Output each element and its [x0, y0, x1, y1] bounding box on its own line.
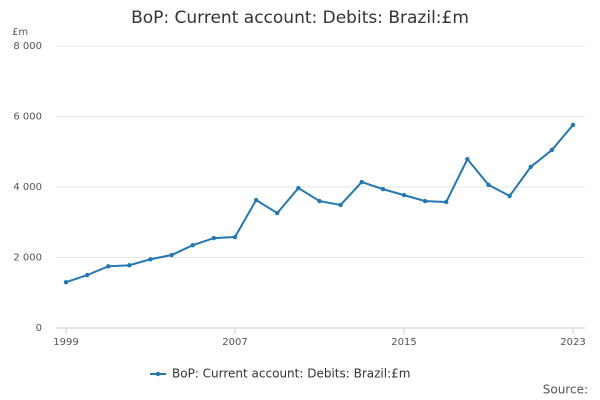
point: [63, 279, 69, 285]
point: [106, 264, 111, 269]
point: [528, 164, 533, 170]
point: [275, 210, 280, 216]
point: [507, 193, 512, 199]
point: [296, 185, 301, 191]
y-tick-label: 6 000: [13, 112, 42, 123]
point: [127, 263, 132, 268]
y-tick-label: 2 000: [13, 253, 42, 264]
point: [84, 272, 90, 278]
x-tick-label: 2007: [222, 337, 247, 348]
legend-label: BoP: Current account: Debits: Brazil:£m: [172, 367, 410, 381]
source: Source:: [543, 383, 588, 397]
point: [169, 252, 174, 258]
x-tick-label: 1999: [53, 337, 78, 348]
point: [253, 197, 259, 203]
point: [422, 198, 428, 204]
point: [465, 156, 470, 162]
y-tick-label: 4 000: [13, 182, 42, 193]
point: [444, 199, 449, 205]
y-axis-label: £m: [12, 27, 28, 38]
point: [232, 234, 238, 240]
x-tick-label: 2023: [560, 337, 585, 348]
x-tick-label: 2015: [391, 337, 416, 348]
chart-title: BoP: Current account: Debits: Brazil:£m: [131, 8, 469, 28]
point: [549, 147, 555, 153]
point: [486, 182, 491, 188]
point: [211, 235, 217, 241]
point: [570, 122, 576, 128]
legend-marker: [155, 371, 161, 377]
point: [338, 202, 343, 208]
point: [359, 179, 364, 185]
y-tick-label: 0: [36, 323, 42, 334]
point: [317, 198, 322, 204]
point: [380, 186, 386, 192]
y-tick-label: 8 000: [13, 41, 42, 52]
point: [401, 192, 407, 198]
point: [190, 242, 195, 248]
point: [148, 257, 153, 262]
line: [65, 124, 574, 284]
